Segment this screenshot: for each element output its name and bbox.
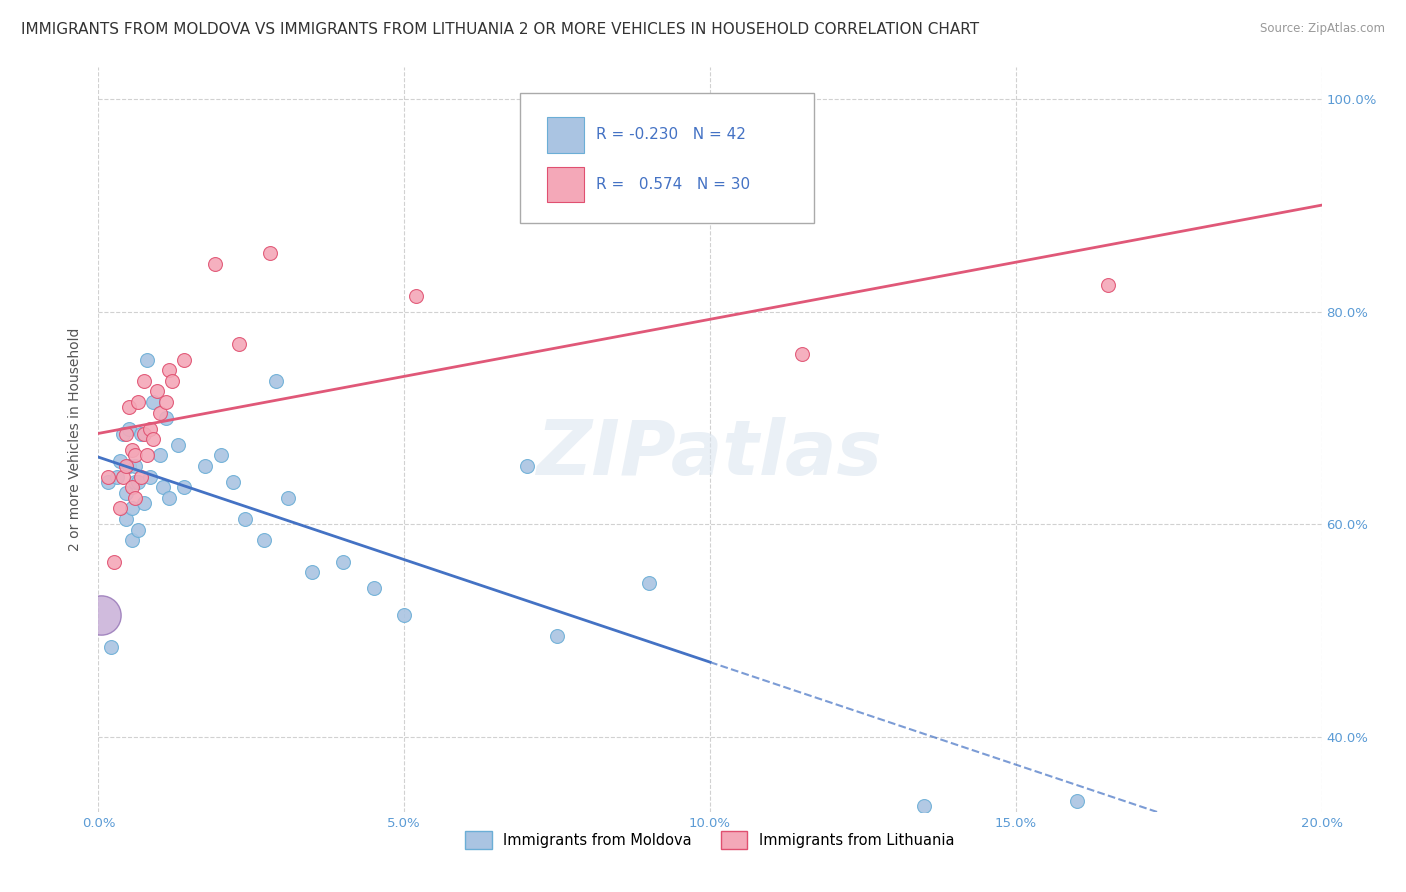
Point — [105, 469, 128, 483]
Point — [124, 458, 146, 473]
FancyBboxPatch shape — [547, 167, 583, 202]
Point — [136, 448, 159, 462]
Point — [155, 411, 177, 425]
Point — [118, 458, 141, 473]
Point — [134, 427, 156, 442]
Point — [301, 566, 323, 580]
FancyBboxPatch shape — [520, 93, 814, 223]
Point — [129, 427, 152, 442]
Point — [121, 480, 143, 494]
Point — [111, 427, 134, 442]
Text: R =   0.574   N = 30: R = 0.574 N = 30 — [596, 178, 751, 192]
Point — [100, 640, 122, 654]
Point — [139, 469, 162, 483]
Point — [111, 469, 134, 483]
Point — [108, 453, 131, 467]
Point — [103, 555, 125, 569]
Point — [121, 501, 143, 516]
Point — [637, 576, 661, 591]
Point — [149, 406, 172, 420]
Point — [228, 336, 250, 351]
Point — [121, 442, 143, 457]
Point — [124, 491, 146, 505]
Point — [194, 458, 217, 473]
Text: Source: ZipAtlas.com: Source: ZipAtlas.com — [1260, 22, 1385, 36]
Point — [160, 374, 183, 388]
Point — [149, 448, 172, 462]
Point — [363, 582, 385, 596]
Point — [405, 288, 427, 302]
Point — [546, 629, 568, 643]
Point — [136, 352, 159, 367]
Text: IMMIGRANTS FROM MOLDOVA VS IMMIGRANTS FROM LITHUANIA 2 OR MORE VEHICLES IN HOUSE: IMMIGRANTS FROM MOLDOVA VS IMMIGRANTS FR… — [21, 22, 979, 37]
Point — [392, 607, 416, 622]
Point — [1097, 278, 1119, 293]
Point — [173, 480, 195, 494]
Point — [115, 427, 138, 442]
Point — [134, 496, 156, 510]
Point — [259, 246, 281, 260]
Point — [127, 475, 149, 489]
Y-axis label: 2 or more Vehicles in Household: 2 or more Vehicles in Household — [69, 327, 83, 551]
FancyBboxPatch shape — [547, 117, 583, 153]
Point — [155, 395, 177, 409]
Point — [121, 533, 143, 548]
Point — [97, 475, 120, 489]
Point — [118, 422, 141, 436]
Text: R = -0.230   N = 42: R = -0.230 N = 42 — [596, 128, 747, 142]
Point — [173, 352, 195, 367]
Point — [97, 469, 120, 483]
Point — [157, 491, 180, 505]
Point — [516, 458, 538, 473]
Point — [142, 395, 165, 409]
Point — [90, 607, 112, 622]
Point — [252, 533, 274, 548]
Point — [209, 448, 232, 462]
Point — [222, 475, 245, 489]
Point — [145, 384, 167, 399]
Point — [204, 257, 226, 271]
Point — [790, 347, 813, 361]
Legend: Immigrants from Moldova, Immigrants from Lithuania: Immigrants from Moldova, Immigrants from… — [458, 824, 962, 856]
Point — [233, 512, 256, 526]
Point — [129, 469, 152, 483]
Point — [127, 395, 149, 409]
Point — [152, 480, 174, 494]
Point — [115, 512, 138, 526]
Point — [118, 401, 141, 415]
Point — [124, 475, 146, 489]
Point — [127, 523, 149, 537]
Point — [1066, 794, 1088, 808]
Point — [912, 799, 935, 814]
Point — [157, 363, 180, 377]
Point — [167, 437, 190, 451]
Point — [277, 491, 299, 505]
Point — [139, 422, 162, 436]
Point — [264, 374, 287, 388]
Point — [108, 501, 131, 516]
Point — [124, 448, 146, 462]
Point — [332, 555, 354, 569]
Point — [115, 458, 138, 473]
Point — [115, 485, 138, 500]
Text: ZIPatlas: ZIPatlas — [537, 417, 883, 491]
Point — [142, 433, 165, 447]
Point — [134, 374, 156, 388]
